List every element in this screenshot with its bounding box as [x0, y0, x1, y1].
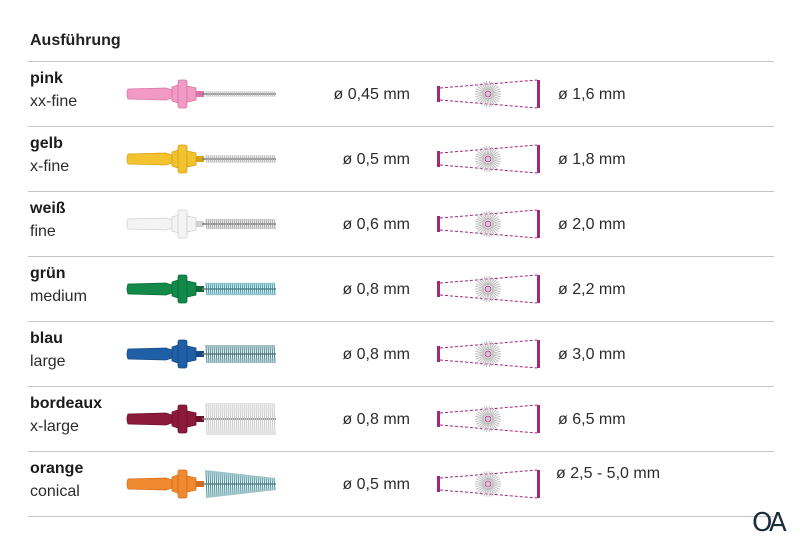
interdental-brush-icon — [126, 274, 276, 304]
brush-row-1: gelb x-fine ø 0,5 mm ø 1,8 mm — [0, 127, 800, 192]
passage-diameter: ø 2,2 mm — [558, 281, 626, 298]
page-title: Ausführung — [30, 32, 121, 49]
size-label: conical — [30, 483, 80, 500]
brush-row-6: orange conical ø 0,5 mm ø 2,5 - 5,0 mm — [0, 452, 800, 517]
passage-gauge-icon — [437, 79, 540, 109]
passage-diameter: ø 1,8 mm — [558, 151, 626, 168]
row-divider — [28, 256, 774, 257]
interdental-brush-icon — [126, 402, 276, 436]
size-label: fine — [30, 223, 56, 240]
wire-diameter: ø 0,5 mm — [342, 476, 410, 493]
interdental-brush-icon — [126, 79, 276, 109]
size-label: large — [30, 353, 66, 370]
interdental-brush-icon — [126, 209, 276, 239]
color-name: blau — [30, 330, 63, 347]
brush-row-0: pink xx-fine ø 0,45 mm ø 1,6 mm — [0, 62, 800, 127]
color-name: weiß — [30, 200, 66, 217]
size-label: x-fine — [30, 158, 70, 175]
row-divider — [28, 191, 774, 192]
size-label: x-large — [30, 418, 79, 435]
passage-diameter: ø 1,6 mm — [558, 86, 626, 103]
brush-row-2: weiß fine ø 0,6 mm ø 2,0 mm — [0, 192, 800, 257]
wire-diameter: ø 0,8 mm — [342, 411, 410, 428]
interdental-brush-icon — [126, 469, 276, 499]
passage-gauge-icon — [437, 469, 540, 499]
passage-diameter: ø 2,0 mm — [558, 216, 626, 233]
wire-diameter: ø 0,45 mm — [333, 86, 410, 103]
header-divider — [28, 61, 774, 62]
interdental-brush-icon — [126, 144, 276, 174]
row-divider — [28, 386, 774, 387]
color-name: grün — [30, 265, 66, 282]
passage-diameter: ø 3,0 mm — [558, 346, 626, 363]
wire-diameter: ø 0,8 mm — [342, 346, 410, 363]
passage-diameter: ø 6,5 mm — [558, 411, 626, 428]
wire-diameter: ø 0,6 mm — [342, 216, 410, 233]
color-name: orange — [30, 460, 84, 477]
brush-row-3: grün medium ø 0,8 mm ø 2,2 mm — [0, 257, 800, 322]
color-name: gelb — [30, 135, 63, 152]
passage-gauge-icon — [437, 209, 540, 239]
color-name: pink — [30, 70, 63, 87]
brush-row-4: blau large ø 0,8 mm ø 3,0 mm — [0, 322, 800, 387]
passage-gauge-icon — [437, 144, 540, 174]
passage-gauge-icon — [437, 404, 540, 434]
wire-diameter: ø 0,8 mm — [342, 281, 410, 298]
size-label: xx-fine — [30, 93, 78, 110]
passage-gauge-icon — [437, 339, 540, 369]
row-divider — [28, 516, 774, 517]
size-label: medium — [30, 288, 87, 305]
row-divider — [28, 126, 774, 127]
row-divider — [28, 451, 774, 452]
color-name: bordeaux — [30, 395, 103, 412]
wire-diameter: ø 0,5 mm — [342, 151, 410, 168]
passage-diameter: ø 2,5 - 5,0 mm — [556, 465, 661, 482]
oa-logo: OA — [752, 508, 787, 538]
interdental-brush-icon — [126, 339, 276, 369]
row-divider — [28, 321, 774, 322]
brush-row-5: bordeaux x-large ø 0,8 mm ø 6,5 mm — [0, 387, 800, 452]
passage-gauge-icon — [437, 274, 540, 304]
